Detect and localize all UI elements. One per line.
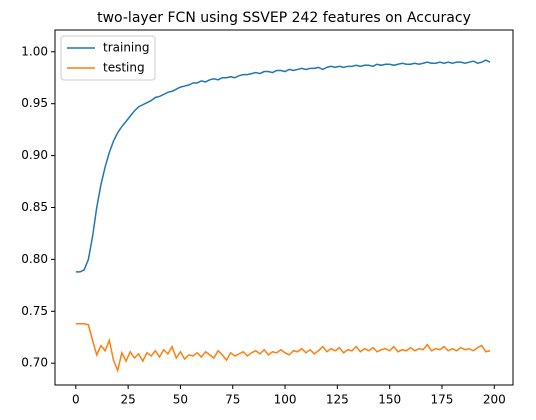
x-tick-label: 0 (72, 393, 80, 407)
y-tick-label: 0.90 (21, 148, 48, 162)
x-tick-label: 125 (326, 393, 349, 407)
plot-frame (54, 29, 514, 386)
y-tick-label: 0.80 (21, 252, 48, 266)
chart-title: two-layer FCN using SSVEP 242 features o… (97, 10, 471, 26)
x-tick-label: 75 (225, 393, 240, 407)
y-tick-label: 0.95 (21, 96, 48, 110)
series-line (75, 59, 491, 273)
x-tick-label: 175 (431, 393, 454, 407)
y-tick-label: 0.85 (21, 200, 48, 214)
y-tick-label: 0.70 (21, 356, 48, 370)
y-tick-label: 0.75 (21, 304, 48, 318)
legend-label: training (103, 41, 150, 55)
x-tick-label: 150 (378, 393, 401, 407)
legend-box (60, 35, 156, 81)
x-tick-label: 200 (483, 393, 506, 407)
x-tick-label: 100 (274, 393, 297, 407)
x-tick-label: 50 (173, 393, 188, 407)
y-tick-label: 1.00 (21, 44, 48, 58)
x-tick-label: 25 (120, 393, 135, 407)
series-line (75, 323, 491, 373)
legend-label: testing (103, 61, 145, 75)
